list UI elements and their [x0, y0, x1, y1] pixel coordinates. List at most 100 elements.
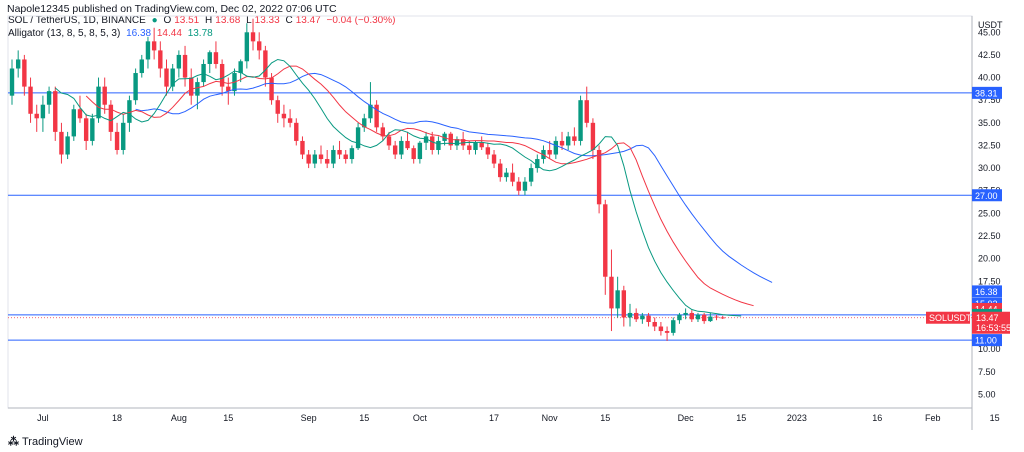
- candle-body[interactable]: [417, 142, 423, 160]
- candle-body[interactable]: [615, 290, 620, 309]
- candle-body[interactable]: [664, 331, 670, 333]
- candle-body[interactable]: [34, 113, 39, 119]
- candle-body[interactable]: [275, 100, 280, 114]
- candle-body[interactable]: [9, 68, 15, 96]
- candle-body[interactable]: [77, 109, 83, 119]
- candle-body[interactable]: [244, 32, 250, 62]
- candle-body[interactable]: [714, 316, 719, 318]
- candle-body[interactable]: [362, 118, 367, 128]
- candle-body[interactable]: [473, 142, 478, 150]
- candle-body[interactable]: [386, 136, 392, 146]
- candle-body[interactable]: [572, 136, 577, 141]
- candle-body[interactable]: [287, 118, 293, 123]
- candle-body[interactable]: [71, 109, 76, 137]
- candle-body[interactable]: [399, 140, 404, 155]
- candle-body[interactable]: [547, 149, 552, 155]
- candle-body[interactable]: [269, 77, 274, 101]
- candle-body[interactable]: [380, 127, 385, 137]
- candle-body[interactable]: [226, 86, 231, 92]
- candle-body[interactable]: [83, 118, 89, 141]
- candle-body[interactable]: [584, 100, 589, 123]
- candle-body[interactable]: [114, 131, 120, 150]
- candle-body[interactable]: [65, 136, 70, 155]
- candle-body[interactable]: [677, 314, 682, 321]
- candle-body[interactable]: [374, 104, 379, 128]
- candle-body[interactable]: [392, 145, 398, 155]
- candle-body[interactable]: [553, 140, 559, 155]
- candle-body[interactable]: [46, 91, 52, 105]
- candle-body[interactable]: [479, 142, 484, 148]
- candle-body[interactable]: [312, 154, 318, 164]
- candle-body[interactable]: [454, 139, 460, 146]
- candle-body[interactable]: [102, 86, 107, 105]
- candle-body[interactable]: [566, 136, 571, 146]
- candle-body[interactable]: [720, 317, 725, 319]
- candle-body[interactable]: [195, 82, 200, 96]
- candle-body[interactable]: [213, 52, 219, 64]
- candle-body[interactable]: [683, 312, 688, 315]
- candle-body[interactable]: [510, 172, 515, 182]
- candle-body[interactable]: [145, 41, 151, 60]
- candle-body[interactable]: [491, 154, 497, 164]
- candle-body[interactable]: [349, 148, 355, 160]
- candle-body[interactable]: [207, 52, 212, 64]
- candle-body[interactable]: [139, 59, 144, 74]
- candle-body[interactable]: [294, 122, 299, 141]
- candle-body[interactable]: [108, 104, 114, 132]
- candle-body[interactable]: [695, 314, 701, 320]
- candle-body[interactable]: [40, 104, 46, 119]
- candle-body[interactable]: [133, 73, 138, 101]
- candle-body[interactable]: [504, 172, 509, 178]
- candle-body[interactable]: [590, 122, 596, 150]
- candle-body[interactable]: [90, 118, 95, 141]
- candle-body[interactable]: [658, 326, 664, 332]
- candle-body[interactable]: [633, 312, 639, 320]
- candle-body[interactable]: [516, 181, 521, 191]
- candle-body[interactable]: [318, 154, 324, 160]
- candle-body[interactable]: [405, 140, 410, 149]
- candle-body[interactable]: [127, 100, 132, 123]
- candle-body[interactable]: [689, 312, 694, 320]
- candle-body[interactable]: [701, 314, 707, 322]
- candle-body[interactable]: [596, 149, 602, 205]
- candle-body[interactable]: [170, 68, 175, 87]
- candle-body[interactable]: [176, 54, 182, 69]
- candle-body[interactable]: [609, 276, 614, 309]
- candle-body[interactable]: [671, 320, 676, 333]
- candle-body[interactable]: [411, 148, 416, 160]
- candle-body[interactable]: [53, 91, 58, 132]
- candle-body[interactable]: [182, 54, 188, 78]
- candle-body[interactable]: [300, 140, 305, 155]
- candle-body[interactable]: [238, 61, 243, 74]
- candle-body[interactable]: [158, 50, 163, 69]
- candle-body[interactable]: [257, 41, 262, 51]
- candle-body[interactable]: [528, 168, 534, 182]
- candle-body[interactable]: [355, 127, 361, 149]
- candle-body[interactable]: [708, 316, 713, 322]
- candle-body[interactable]: [121, 122, 126, 150]
- candle-body[interactable]: [201, 63, 206, 83]
- candle-body[interactable]: [423, 136, 429, 143]
- candle-body[interactable]: [621, 290, 627, 318]
- candle-body[interactable]: [59, 131, 64, 155]
- candle-body[interactable]: [164, 68, 169, 87]
- candle-body[interactable]: [281, 113, 287, 119]
- candle-body[interactable]: [368, 104, 373, 119]
- candle-body[interactable]: [151, 41, 157, 51]
- candle-body[interactable]: [337, 149, 342, 155]
- candle-body[interactable]: [430, 136, 435, 150]
- candle-body[interactable]: [189, 77, 194, 96]
- candle-body[interactable]: [627, 312, 633, 318]
- candle-body[interactable]: [22, 59, 27, 87]
- candle-body[interactable]: [15, 59, 21, 69]
- candle-body[interactable]: [652, 321, 657, 327]
- candle-body[interactable]: [331, 149, 336, 164]
- candle-body[interactable]: [467, 145, 472, 150]
- candle-body[interactable]: [219, 63, 225, 87]
- candle-body[interactable]: [28, 86, 33, 114]
- candle-body[interactable]: [324, 159, 330, 164]
- candle-body[interactable]: [522, 181, 528, 191]
- candle-body[interactable]: [603, 204, 608, 277]
- candle-body[interactable]: [96, 86, 101, 119]
